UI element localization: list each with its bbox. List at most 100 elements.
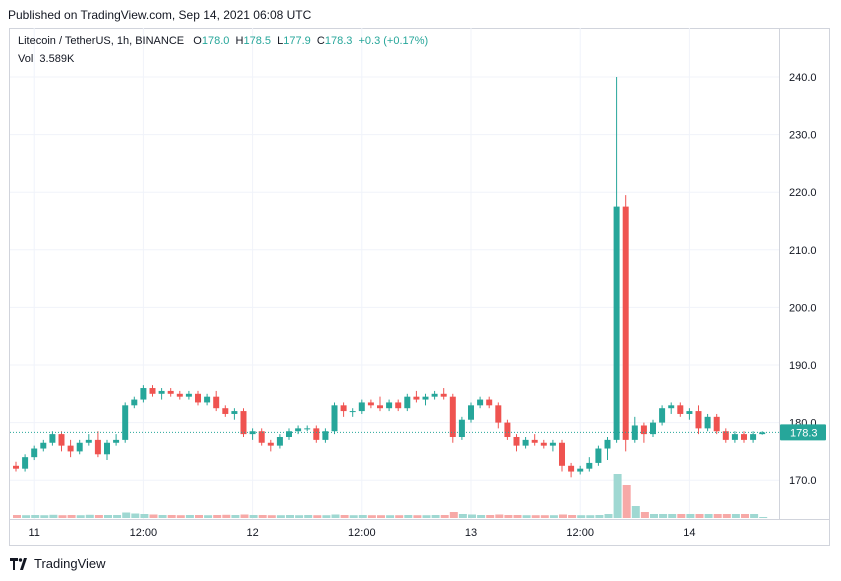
candle-body bbox=[140, 388, 147, 400]
candle bbox=[122, 402, 129, 443]
candle bbox=[568, 462, 575, 478]
volume-bar bbox=[731, 514, 740, 518]
price-tick-label: 230.0 bbox=[789, 130, 817, 142]
candles bbox=[13, 77, 766, 478]
volume-bar bbox=[158, 515, 167, 518]
candle-body bbox=[167, 390, 174, 394]
volume-bar bbox=[286, 515, 294, 518]
time-tick-label: 13 bbox=[465, 527, 477, 539]
volume-label: Vol bbox=[18, 53, 34, 65]
volume-bar bbox=[331, 514, 340, 518]
low-label: L bbox=[277, 35, 284, 47]
volume-bar bbox=[613, 474, 622, 518]
volume-bar bbox=[267, 515, 276, 518]
candle bbox=[504, 419, 511, 440]
candle-body bbox=[276, 437, 283, 446]
tradingview-logo[interactable]: TradingView bbox=[10, 556, 106, 571]
candle bbox=[513, 434, 520, 452]
candle-body bbox=[504, 422, 511, 437]
candle-body bbox=[495, 405, 502, 423]
low-value: 177.9 bbox=[283, 35, 311, 47]
price-tick-label: 200.0 bbox=[789, 302, 817, 314]
candle bbox=[650, 419, 656, 437]
candle bbox=[140, 385, 147, 403]
candle-body bbox=[40, 442, 47, 449]
candle-body bbox=[195, 393, 201, 403]
volume-bar bbox=[231, 515, 240, 518]
volume-bar bbox=[58, 515, 67, 518]
candle-body bbox=[604, 439, 611, 449]
candle-body bbox=[486, 399, 493, 406]
candle-body bbox=[431, 393, 438, 397]
candle bbox=[267, 439, 274, 452]
candle-body bbox=[677, 405, 684, 414]
candle bbox=[559, 439, 565, 472]
last-price-label: 178.3 bbox=[780, 424, 826, 441]
candle-body bbox=[577, 468, 584, 472]
open-label: O bbox=[193, 35, 202, 47]
candle bbox=[13, 461, 19, 472]
candle bbox=[622, 195, 629, 452]
candle-body bbox=[13, 465, 19, 469]
candle-body bbox=[31, 448, 38, 458]
candle-body bbox=[458, 419, 465, 437]
candle-body bbox=[413, 396, 420, 400]
candle-body bbox=[513, 437, 520, 446]
volume-bar bbox=[677, 514, 686, 518]
volume-bar bbox=[486, 515, 495, 518]
volume-bar bbox=[149, 514, 158, 518]
volume-bar bbox=[395, 515, 404, 518]
candle bbox=[540, 439, 547, 449]
candle-body bbox=[85, 439, 92, 443]
candle bbox=[486, 396, 493, 409]
candle bbox=[659, 405, 666, 426]
candle-body bbox=[586, 462, 593, 469]
candle-body bbox=[322, 431, 329, 440]
volume-bar bbox=[76, 515, 85, 518]
candle-body bbox=[158, 390, 165, 394]
candle bbox=[668, 402, 675, 414]
candle bbox=[340, 402, 347, 417]
published-caption: Published on TradingView.com, Sep 14, 20… bbox=[8, 8, 312, 22]
candle-body bbox=[741, 434, 747, 440]
volume-bar bbox=[367, 515, 376, 518]
high-label: H bbox=[235, 35, 244, 47]
last-price-text: 178.3 bbox=[790, 427, 818, 439]
candle bbox=[759, 431, 766, 435]
volume-bars bbox=[13, 474, 768, 518]
candle bbox=[722, 428, 729, 443]
volume-bar bbox=[695, 514, 704, 518]
volume-bar bbox=[477, 515, 486, 518]
time-tick-label: 11 bbox=[28, 527, 39, 539]
candle bbox=[477, 396, 484, 409]
volume-bar bbox=[577, 515, 586, 518]
candle bbox=[468, 402, 474, 423]
volume-bar bbox=[759, 517, 768, 518]
price-tick-label: 240.0 bbox=[789, 72, 817, 84]
volume-bar bbox=[304, 515, 313, 518]
candle-body bbox=[358, 402, 365, 412]
volume-bar bbox=[704, 514, 713, 518]
candle-body bbox=[213, 396, 220, 409]
volume-bar bbox=[404, 515, 413, 518]
time-tick-label: 12:00 bbox=[566, 527, 594, 539]
candle-body bbox=[522, 439, 529, 446]
candle bbox=[231, 408, 238, 420]
volume-bar bbox=[431, 515, 440, 518]
candle bbox=[131, 396, 138, 409]
candle-body bbox=[686, 411, 693, 414]
candle-body bbox=[695, 411, 702, 429]
price-tick-label: 170.0 bbox=[789, 475, 817, 487]
candle-body bbox=[176, 393, 183, 397]
volume-bar bbox=[713, 514, 722, 518]
candle-body bbox=[422, 396, 429, 400]
candle bbox=[49, 431, 56, 446]
candle bbox=[185, 390, 192, 400]
candle bbox=[631, 416, 638, 443]
volume-bar bbox=[559, 514, 567, 518]
change-value: +0.3 (+0.17%) bbox=[358, 35, 429, 47]
volume-bar bbox=[94, 515, 103, 518]
candle-body bbox=[267, 442, 274, 446]
